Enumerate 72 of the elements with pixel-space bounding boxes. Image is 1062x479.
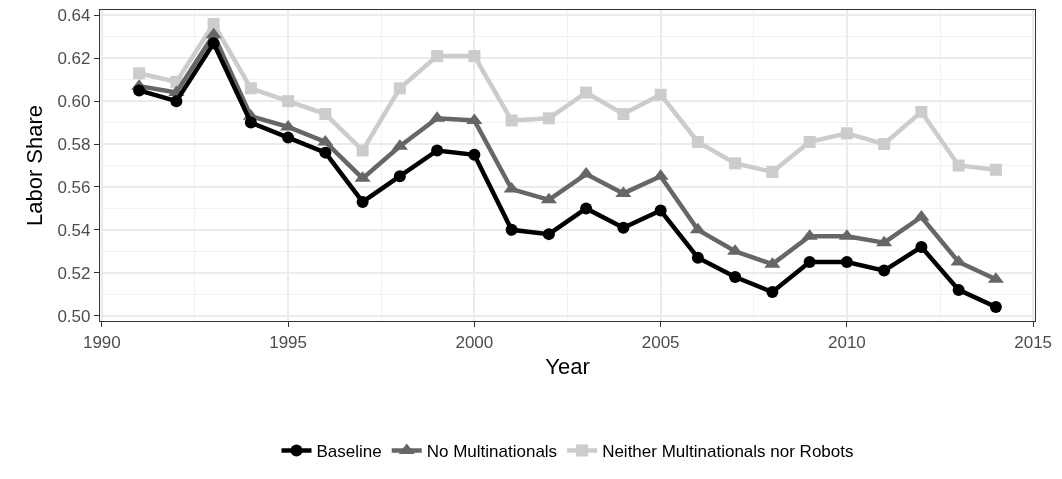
y-tick-label: 0.58: [57, 135, 91, 154]
x-tick-label: 1990: [82, 332, 121, 352]
point: [803, 135, 816, 148]
point: [319, 108, 332, 121]
point: [468, 148, 481, 161]
point: [689, 222, 706, 234]
point: [878, 138, 891, 151]
y-tick-label: 0.56: [57, 177, 91, 197]
point: [840, 256, 853, 269]
point: [207, 17, 220, 30]
point: [766, 165, 779, 178]
point: [393, 170, 406, 183]
x-tick-label: 2000: [455, 332, 494, 352]
y-tick-label: 0.64: [57, 6, 91, 26]
point: [617, 221, 630, 234]
point: [691, 135, 704, 148]
legend-label: Neither Multinationals nor Robots: [602, 442, 854, 462]
point: [282, 95, 295, 108]
point: [170, 95, 183, 108]
point: [876, 235, 893, 247]
point: [878, 264, 891, 277]
point: [915, 241, 928, 253]
point: [913, 209, 930, 221]
y-tick-label: 0.62: [57, 49, 91, 69]
point: [542, 112, 555, 125]
point: [540, 192, 557, 204]
point: [431, 50, 444, 63]
point: [729, 157, 742, 170]
point: [244, 82, 257, 95]
point: [356, 195, 369, 208]
x-axis-title: Year: [545, 354, 590, 380]
point: [952, 283, 965, 296]
point: [505, 223, 518, 236]
point: [133, 84, 146, 97]
point: [691, 251, 704, 264]
point: [356, 144, 369, 157]
y-axis-title: Labor Share: [22, 104, 48, 227]
point: [133, 67, 146, 80]
legend-label: No Multinationals: [426, 442, 558, 462]
point: [654, 204, 667, 217]
point: [244, 116, 257, 129]
point: [319, 146, 332, 159]
x-tick-label: 2015: [1014, 332, 1053, 352]
point: [505, 114, 518, 127]
point: [952, 159, 965, 172]
point: [654, 88, 667, 101]
point: [205, 27, 222, 39]
point: [803, 256, 816, 269]
point: [989, 301, 1002, 314]
y-tick-label: 0.54: [57, 220, 91, 240]
point: [840, 127, 853, 140]
point: [431, 144, 444, 157]
point: [989, 163, 1002, 176]
point: [317, 134, 334, 146]
x-tick-label: 2010: [827, 332, 866, 352]
y-tick-label: 0.52: [57, 263, 91, 283]
point: [282, 131, 295, 144]
legend-label: Baseline: [316, 442, 382, 462]
y-tick-label: 0.50: [57, 306, 91, 326]
point: [915, 105, 928, 118]
x-tick-label: 1995: [269, 332, 308, 352]
point: [580, 86, 593, 99]
point: [617, 108, 630, 121]
point: [207, 37, 220, 50]
y-tick-label: 0.60: [57, 92, 91, 112]
point: [580, 202, 593, 215]
point: [468, 50, 481, 63]
point: [542, 228, 555, 241]
x-tick-label: 2005: [641, 332, 680, 352]
point: [393, 82, 406, 95]
point: [766, 286, 779, 299]
point: [729, 271, 742, 284]
